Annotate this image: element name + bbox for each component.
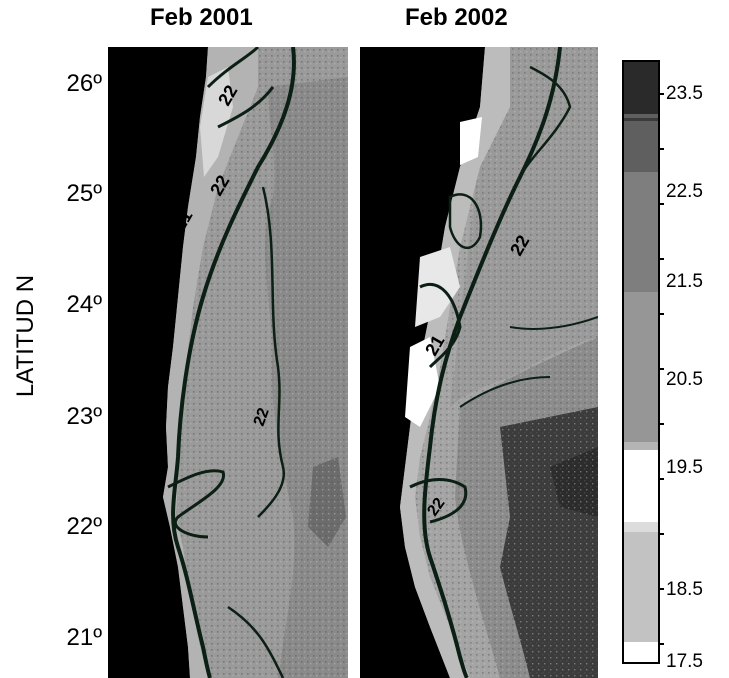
- contour-line: [171, 47, 296, 678]
- coastal-white: [200, 67, 233, 177]
- colorbar-tick: [658, 93, 664, 95]
- colorbar-label: 17.5: [666, 651, 703, 672]
- contour-line: [448, 193, 483, 250]
- panel-title-feb-2001: Feb 2001: [150, 4, 253, 31]
- contour-line: [419, 283, 462, 369]
- colorbar-band: [624, 114, 658, 172]
- contour-label: 22: [251, 406, 273, 429]
- contour-line: [459, 376, 551, 408]
- colorbar: [622, 60, 660, 664]
- colorbar-tick: [658, 313, 664, 315]
- colorbar-tick: [658, 533, 664, 535]
- colorbar-band: [624, 442, 658, 450]
- colorbar-label: 23.5: [666, 83, 703, 104]
- colorbar-band: [624, 522, 658, 532]
- coastal-white: [405, 337, 440, 427]
- contour-line: [518, 65, 572, 178]
- colorbar-label: 20.5: [666, 369, 703, 390]
- contour-line: [257, 186, 286, 518]
- colorbar-tick: [658, 643, 664, 645]
- y-tick-23: 23º: [66, 403, 102, 430]
- colorbar-tick: [658, 588, 664, 590]
- colorbar-band: [624, 642, 658, 662]
- colorbar-band: [624, 292, 658, 442]
- colorbar-band: [624, 532, 658, 642]
- y-tick-21: 21º: [66, 624, 102, 651]
- colorbar-tick: [658, 368, 664, 370]
- colorbar-tick: [658, 423, 664, 425]
- land-area: [108, 47, 208, 678]
- colorbar-band: [624, 450, 658, 522]
- colorbar-band: [624, 62, 658, 114]
- colorbar-label: 18.5: [666, 579, 703, 600]
- colorbar-label: 19.5: [666, 457, 703, 478]
- colorbar-tick: [658, 203, 664, 205]
- y-tick-22: 22º: [66, 513, 102, 540]
- panel-title-feb-2002: Feb 2002: [405, 4, 508, 31]
- colorbar-tick: [658, 148, 664, 150]
- y-tick-26: 26º: [66, 70, 102, 97]
- land-area: [360, 47, 485, 678]
- contour-line: [167, 469, 225, 539]
- contour-line: [206, 47, 275, 129]
- y-tick-24: 24º: [66, 291, 102, 318]
- coastal-white: [460, 117, 482, 165]
- contour-line: [409, 478, 468, 524]
- colorbar-label: 22.5: [666, 181, 703, 202]
- contour-line: [227, 605, 285, 678]
- colorbar-tick: [658, 478, 664, 480]
- colorbar-band: [624, 172, 658, 292]
- map-panel-feb-2002: 21 22 22: [360, 47, 598, 678]
- map-panel-feb-2001: 21 22 22 22: [108, 47, 348, 678]
- contour-line: [509, 316, 598, 330]
- colorbar-tick: [658, 258, 664, 260]
- y-tick-25: 25º: [66, 180, 102, 207]
- colorbar-label: 21.5: [666, 271, 703, 292]
- y-axis-label: LATITUD N: [12, 274, 39, 398]
